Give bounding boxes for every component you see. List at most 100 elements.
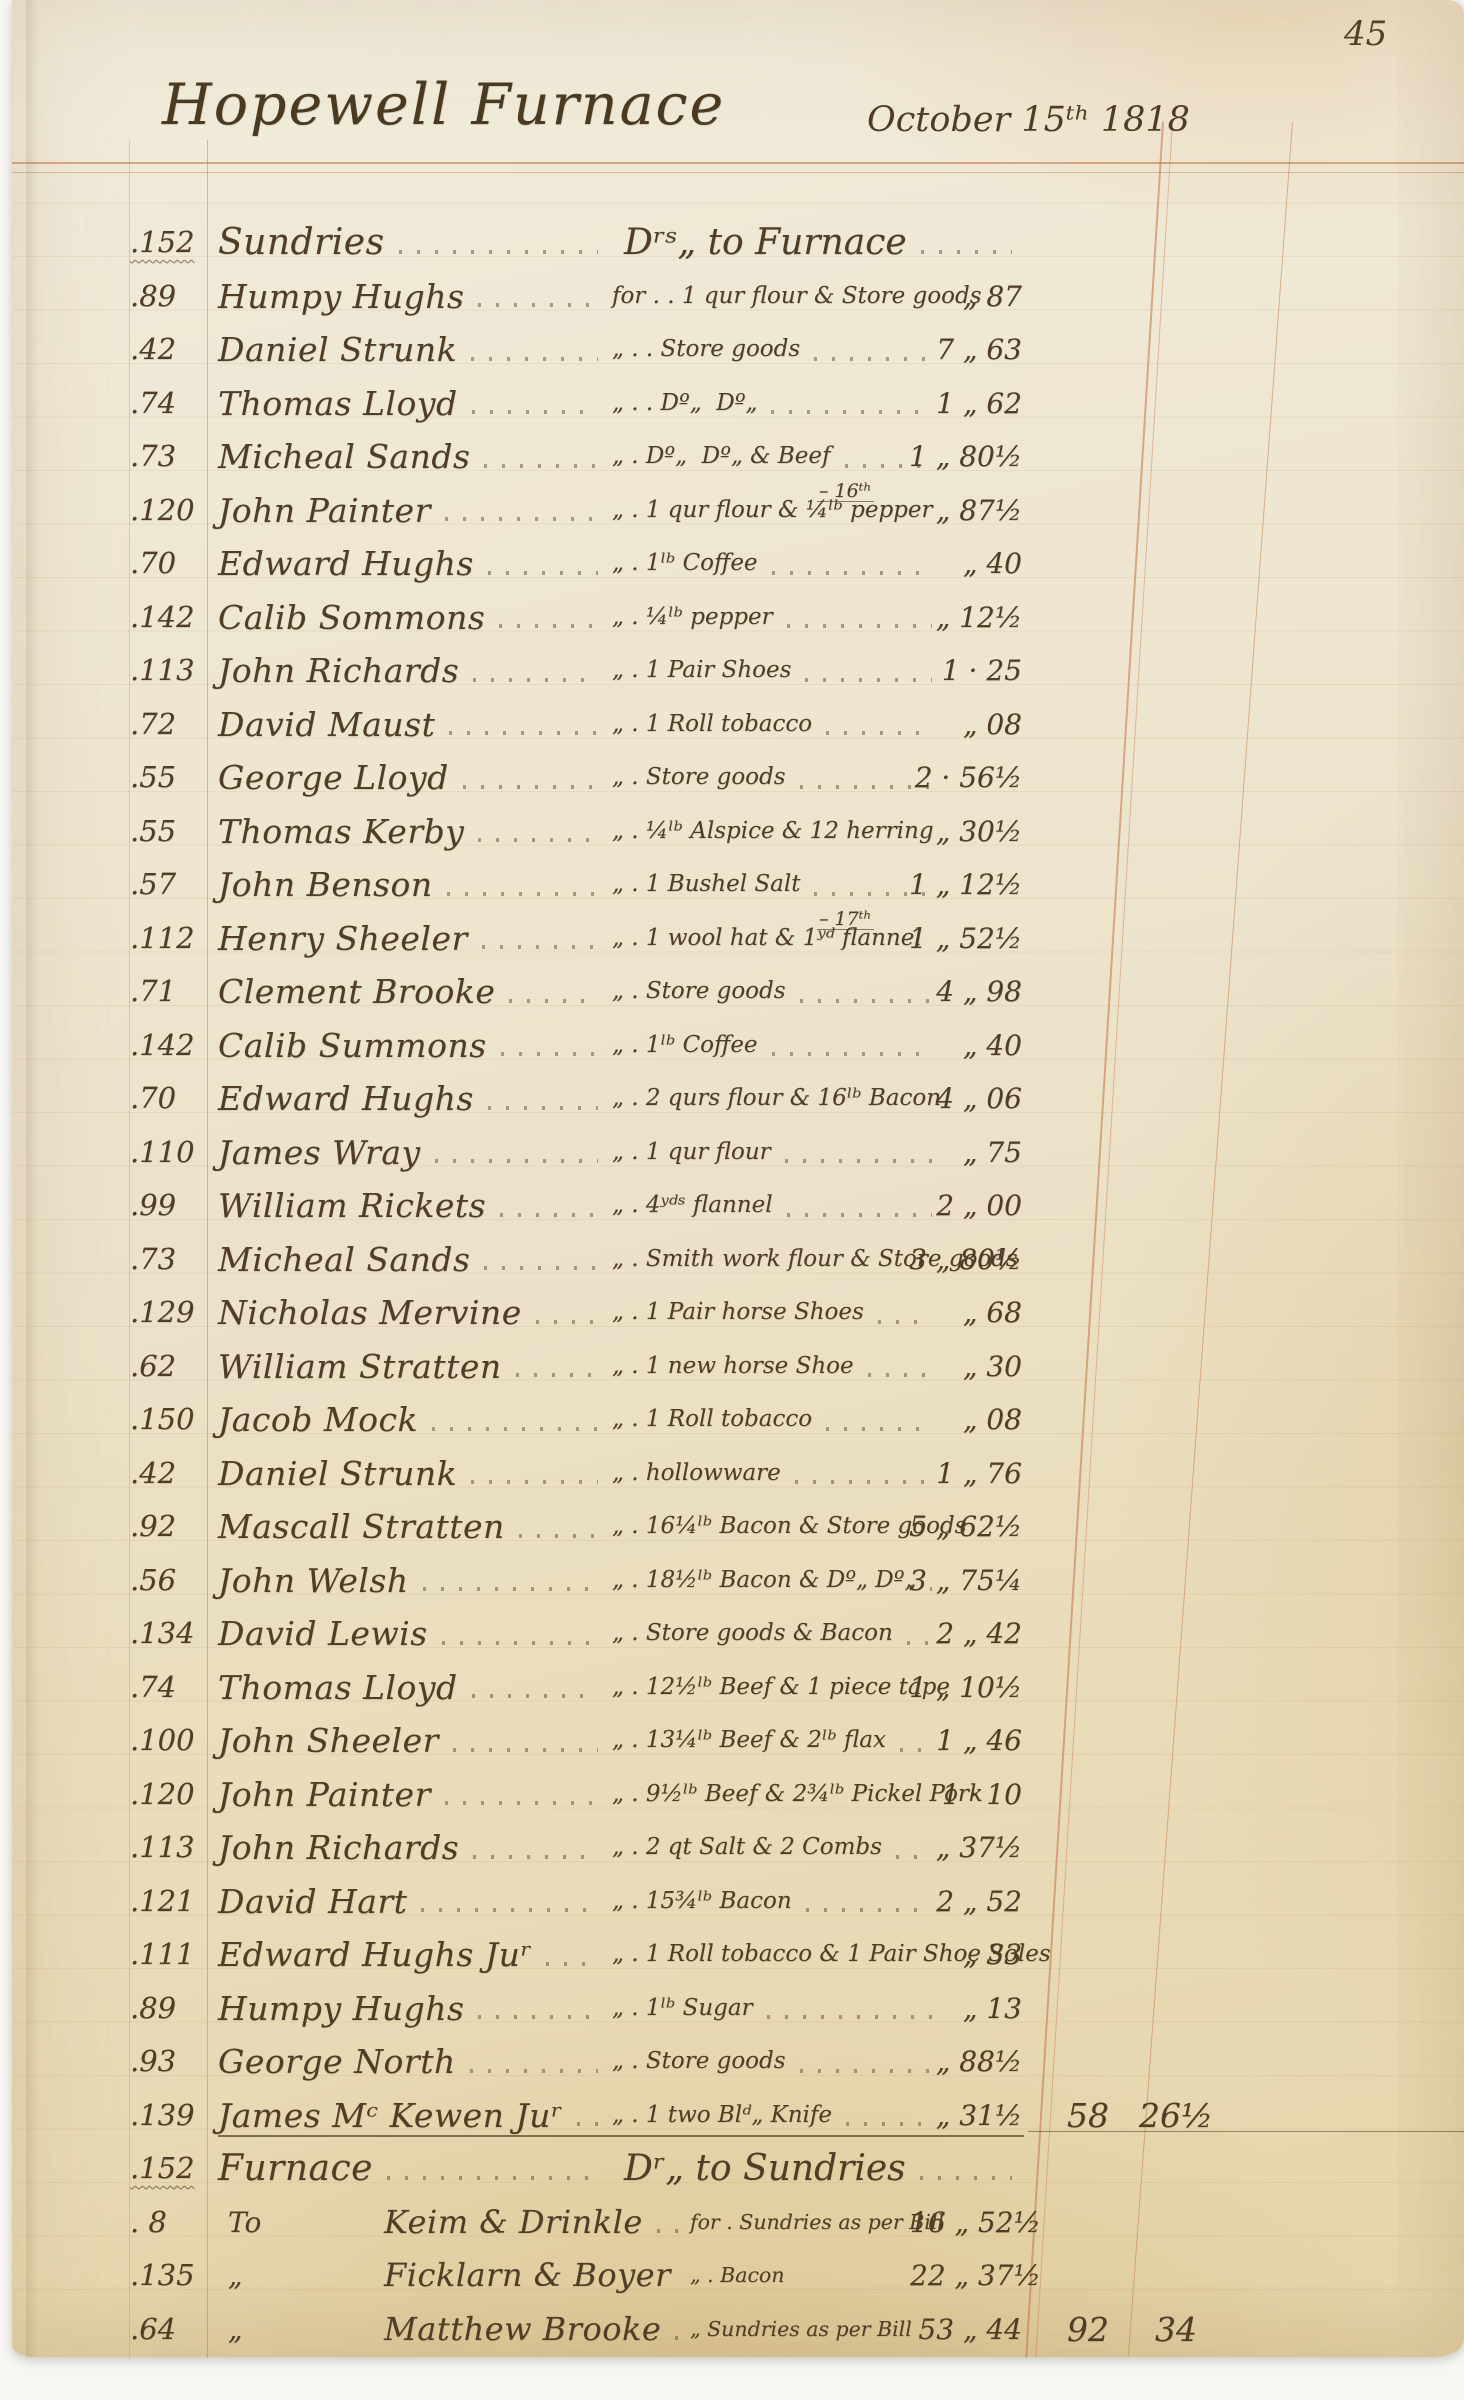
amount: 4 „ 06 <box>870 1072 1022 1126</box>
debtor-name: Nicholas Mervine <box>218 1286 610 1340</box>
account-number: .112 <box>130 912 214 966</box>
page-title: Hopewell Furnace <box>162 72 726 138</box>
amount-text: 1 · 25 <box>941 654 1022 687</box>
amount-text: 2 „ 52 <box>936 1884 1022 1918</box>
amount-text: 2 „ 42 <box>936 1617 1022 1650</box>
total-cents-text: 34 <box>1155 2309 1197 2349</box>
account-number: .74 <box>130 377 214 431</box>
account-number-text: .73 <box>130 1241 177 1276</box>
amount-text: 2 · 56½ <box>914 761 1022 794</box>
entry-description: „ . 9½ˡᵇ Beef & 2¾ˡᵇ Pickel Pork <box>612 1768 983 1822</box>
account-number-text: .70 <box>130 1081 177 1115</box>
dot-leader <box>535 1319 598 1324</box>
dot-leader <box>432 1426 598 1431</box>
account-number: .120 <box>130 484 214 538</box>
entry-description-text: „ . 1ˡᵇ Sugar <box>612 1994 753 2021</box>
entry-description-text: „ . . Dº„ Dº„ <box>612 389 758 416</box>
ledger-row: .110 James Wray „ . 1 qur flour „ 75 <box>12 1126 1464 1180</box>
entry-description: „ . 4ʸᵈˢ flannel <box>612 1179 944 1233</box>
entry-description: „ . 1 wool hat & 1ʸᵈ flannel17ᵗʰ <box>612 908 944 966</box>
account-number: .71 <box>130 965 214 1019</box>
debtor-name: Micheal Sands <box>218 430 610 484</box>
debtor-name-text: Edward Hughs <box>218 544 474 583</box>
debtor-name: John Painter <box>218 484 610 538</box>
debtor-name-text: Micheal Sands <box>218 1239 471 1279</box>
debtor-name-text: Humpy Hughs <box>218 276 465 316</box>
amount-text: 1 „ 12½ <box>909 868 1022 901</box>
date-mark: 17ᵗʰ <box>817 908 874 931</box>
total-cents-text: 26½ <box>1139 2095 1213 2135</box>
ditto-prefix-text: „ <box>228 2259 243 2292</box>
ledger-row: .142 Calib Sommons „ . ¼ˡᵇ pepper „ 12½ <box>12 591 1464 645</box>
debtor-name: Furnace <box>218 2142 610 2196</box>
entry-description-text: „ . Store goods & Bacon <box>612 1620 893 1646</box>
account-number-text: .152 <box>130 225 195 259</box>
entry-description: „ . 1 Roll tobacco <box>612 1393 944 1447</box>
account-number: .139 <box>130 2089 214 2143</box>
debtor-name: Clement Brooke <box>218 965 610 1019</box>
account-number: .152 <box>130 216 214 270</box>
entry-description: „ . 1ˡᵇ Sugar <box>612 1982 944 2036</box>
dot-leader <box>444 1801 598 1806</box>
account-number: .55 <box>130 751 214 805</box>
debtor-name-text: Edward Hughs Juʳ <box>218 1935 533 1974</box>
debtor-name: Edward Hughs <box>218 1072 610 1126</box>
account-number: .70 <box>130 1072 214 1126</box>
amount: „ 31½ <box>870 2089 1022 2143</box>
account-number-text: .55 <box>130 760 177 794</box>
entry-description-text: „ . 13¼ˡᵇ Beef & 2ˡᵇ flax <box>612 1727 886 1753</box>
debtor-name-text: Jacob Mock <box>218 1400 419 1439</box>
account-number: .89 <box>130 1982 214 2036</box>
debtor-name-text: James Mᶜ Kewen Juʳ <box>218 2095 563 2135</box>
binding-crease <box>26 0 38 2357</box>
entry-description-text: „ . 9½ˡᵇ Beef & 2¾ˡᵇ Pickel Pork <box>612 1780 983 1807</box>
ledger-row: .135 „ Ficklarn & Boyer „ . Bacon 22 „ 37½ <box>12 2249 1464 2303</box>
debtor-name: Calib Sommons <box>218 591 610 645</box>
dot-leader <box>478 303 598 308</box>
ledger-row: .121 David Hart „ . 15¾ˡᵇ Bacon 2 „ 52 <box>12 1875 1464 1929</box>
dot-leader <box>546 1961 598 1966</box>
entry-description-text: „ . 1 two Blᵈ„ Knife <box>612 2101 833 2128</box>
debtor-name-text: Micheal Sands <box>218 437 471 476</box>
entry-description: „ . 12½ˡᵇ Beef & 1 piece tape <box>612 1661 950 1715</box>
dot-leader <box>478 2015 598 2020</box>
dot-leader <box>877 1319 932 1324</box>
account-number: .110 <box>130 1126 214 1180</box>
entry-description-text: „ . ¼ˡᵇ Alspice & 12 herring <box>612 817 934 844</box>
account-number: .100 <box>130 1714 214 1768</box>
dot-leader <box>899 1747 932 1752</box>
ledger-row: .71 Clement Brooke „ . Store goods 4 „ 98 <box>12 965 1464 1019</box>
debtor-name-text: William Rickets <box>218 1186 487 1225</box>
debtor-name: George Lloyd <box>218 751 610 805</box>
dot-leader <box>846 2122 932 2127</box>
amount-text: „ 37½ <box>935 1831 1022 1864</box>
amount: „ 33 <box>870 1928 1022 1982</box>
entry-description: „ . ¼ˡᵇ Alspice & 12 herring <box>612 805 944 859</box>
debtor-name-text: John Painter <box>218 490 431 530</box>
debtor-name: Edward Hughs <box>218 537 610 591</box>
entry-description: „ . 1 Pair Shoes <box>612 644 944 698</box>
ledger-rows: .152 Sundries Dʳˢ„ to Furnace .89 Humpy Hugh… <box>12 216 1464 2356</box>
ledger-row: .112 Henry Sheeler „ . 1 wool hat & 1ʸᵈ fl… <box>12 908 1464 966</box>
entry-description: „ . Dº„ Dº„ & Beef <box>612 430 944 484</box>
debtor-name: John Sheeler <box>218 1714 610 1768</box>
account-number-text: .111 <box>130 1937 195 1971</box>
entry-description-text: „ . 12½ˡᵇ Beef & 1 piece tape <box>612 1673 950 1700</box>
dot-leader <box>478 838 598 843</box>
debtor-name: George North <box>218 2035 610 2089</box>
debtor-name: Thomas Lloyd <box>218 1661 610 1715</box>
entry-description: „ . Store goods & Bacon <box>612 1607 944 1661</box>
dot-leader <box>500 1212 598 1217</box>
entry-description: „ . . Dº„ Dº„ <box>612 377 944 431</box>
paper-sheet: 45 Hopewell Furnace October 15ᵗʰ 1818 .1… <box>12 0 1464 2359</box>
amount: 1 „ 76 <box>870 1447 1022 1501</box>
debtor-name-text: Daniel Strunk <box>218 1453 458 1493</box>
amount-text: „ 75 <box>962 1135 1022 1169</box>
ditto-prefix: „ <box>228 2303 308 2357</box>
entry-description-text: Dʳˢ„ to Furnace <box>624 222 907 263</box>
amount: 5 „ 62½ <box>870 1500 1022 1554</box>
dot-leader <box>452 1747 598 1752</box>
debtor-name-text: Sundries <box>218 222 385 263</box>
amount: 2 · 56½ <box>870 751 1022 805</box>
debtor-name: Calib Summons <box>218 1019 610 1073</box>
